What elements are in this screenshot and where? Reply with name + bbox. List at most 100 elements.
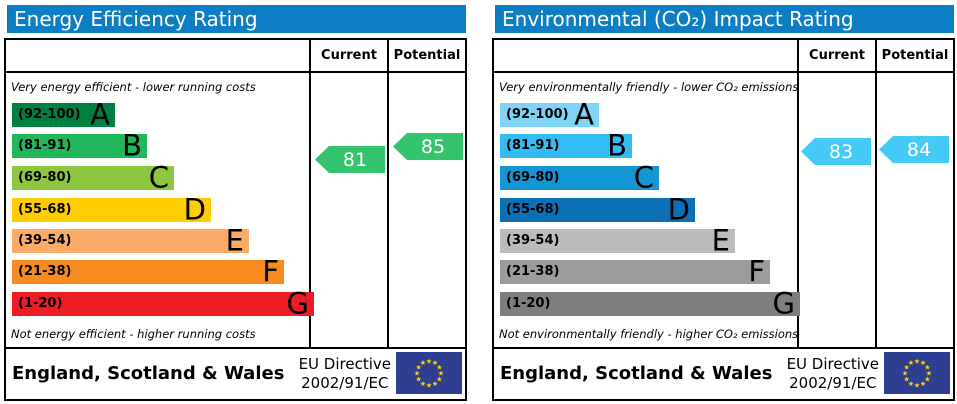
eu-directive-label: EU Directive 2002/91/EC — [787, 349, 879, 399]
svg-text:★: ★ — [903, 364, 909, 372]
svg-text:★: ★ — [902, 370, 908, 378]
band-range-label: (21-38) — [506, 264, 560, 279]
band-row-e: (39-54) E — [12, 223, 249, 257]
band-range-label: (21-38) — [18, 264, 72, 279]
band-letter: G — [286, 286, 309, 321]
epc-energy-panel: Energy Efficiency Rating Current Potenti… — [4, 0, 467, 404]
footer-separator — [6, 347, 465, 349]
svg-text:★: ★ — [436, 364, 442, 372]
svg-text:★: ★ — [438, 370, 444, 378]
eu-directive-label: EU Directive 2002/91/EC — [299, 349, 391, 399]
band-range-label: (69-80) — [506, 170, 560, 185]
band-range-label: (69-80) — [18, 170, 72, 185]
column-header-current: Current — [809, 48, 865, 63]
co2-panel-title: Environmental (CO₂) Impact Rating — [495, 5, 954, 33]
potential-rating-arrow: 85 — [393, 133, 463, 160]
band-letter: G — [772, 286, 795, 321]
svg-text:★: ★ — [415, 364, 421, 372]
band-letter: B — [122, 128, 142, 163]
band-letter: B — [607, 128, 627, 163]
svg-text:★: ★ — [903, 376, 909, 384]
column-header-potential: Potential — [393, 48, 461, 63]
band-row-a: (92-100) A — [500, 97, 599, 131]
band-row-f: (21-38) F — [500, 254, 770, 288]
svg-text:★: ★ — [914, 358, 920, 366]
svg-text:★: ★ — [908, 380, 914, 388]
column-divider — [387, 40, 389, 347]
svg-text:★: ★ — [420, 380, 426, 388]
current-rating-value: 81 — [342, 148, 368, 171]
column-divider — [309, 40, 311, 347]
eu-flag-icon: ★ ★ ★★ ★★ ★★ ★★ ★★ — [396, 352, 462, 394]
bottom-note: Not energy efficient - higher running co… — [11, 327, 256, 341]
column-divider — [875, 40, 877, 347]
band-row-b: (81-91) B — [12, 128, 147, 162]
column-header-current: Current — [321, 48, 377, 63]
band-range-label: (39-54) — [18, 233, 72, 248]
potential-rating-arrow: 84 — [879, 136, 949, 163]
band-row-b: (81-91) B — [500, 128, 632, 162]
band-letter: A — [90, 97, 110, 132]
svg-text:★: ★ — [432, 380, 438, 388]
top-note: Very energy efficient - lower running co… — [11, 80, 256, 94]
energy-rating-table: Current Potential Very energy efficient … — [4, 38, 467, 401]
svg-text:★: ★ — [426, 358, 432, 366]
footer-separator — [494, 347, 953, 349]
band-row-e: (39-54) E — [500, 223, 735, 257]
band-letter: E — [711, 223, 730, 258]
co2-rating-table: Current Potential Very environmentally f… — [492, 38, 955, 401]
band-letter: F — [748, 254, 765, 289]
band-row-a: (92-100) A — [12, 97, 115, 131]
eu-directive-line1: EU Directive — [786, 355, 879, 373]
svg-text:★: ★ — [920, 359, 926, 367]
energy-panel-title: Energy Efficiency Rating — [7, 5, 466, 33]
band-letter: C — [148, 160, 169, 195]
band-letter: C — [633, 160, 654, 195]
band-letter: E — [225, 223, 244, 258]
region-label: England, Scotland & Wales — [500, 363, 773, 384]
band-range-label: (81-91) — [18, 138, 72, 153]
svg-text:★: ★ — [432, 359, 438, 367]
eu-directive-line1: EU Directive — [298, 355, 391, 373]
svg-text:★: ★ — [920, 380, 926, 388]
band-letter: D — [183, 192, 206, 227]
svg-text:★: ★ — [426, 382, 432, 390]
epc-co2-panel: Environmental (CO₂) Impact Rating Curren… — [492, 0, 955, 404]
header-separator — [494, 71, 953, 73]
band-range-label: (55-68) — [18, 202, 72, 217]
region-label: England, Scotland & Wales — [12, 363, 285, 384]
potential-rating-value: 85 — [420, 135, 446, 158]
svg-text:★: ★ — [924, 376, 930, 384]
band-range-label: (81-91) — [506, 138, 560, 153]
svg-text:★: ★ — [414, 370, 420, 378]
band-row-c: (69-80) C — [12, 160, 174, 194]
band-row-g: (1-20) G — [500, 286, 800, 320]
band-letter: D — [667, 192, 690, 227]
band-letter: F — [262, 254, 279, 289]
svg-text:★: ★ — [420, 359, 426, 367]
column-header-potential: Potential — [881, 48, 949, 63]
band-letter: A — [574, 97, 594, 132]
band-row-d: (55-68) D — [500, 192, 695, 226]
top-note: Very environmentally friendly - lower CO… — [499, 80, 799, 94]
band-range-label: (55-68) — [506, 202, 560, 217]
header-separator — [6, 71, 465, 73]
current-rating-arrow: 83 — [801, 138, 871, 165]
eu-directive-line2: 2002/91/EC — [789, 374, 877, 392]
band-row-d: (55-68) D — [12, 192, 211, 226]
band-range-label: (1-20) — [18, 296, 63, 311]
svg-text:★: ★ — [908, 359, 914, 367]
svg-text:★: ★ — [436, 376, 442, 384]
current-rating-arrow: 81 — [315, 146, 385, 173]
bottom-note: Not environmentally friendly - higher CO… — [499, 327, 799, 341]
svg-text:★: ★ — [926, 370, 932, 378]
band-range-label: (92-100) — [18, 107, 81, 122]
band-range-label: (1-20) — [506, 296, 551, 311]
band-range-label: (92-100) — [506, 107, 569, 122]
potential-rating-value: 84 — [906, 138, 932, 161]
eu-directive-line2: 2002/91/EC — [301, 374, 389, 392]
svg-text:★: ★ — [415, 376, 421, 384]
column-divider — [797, 40, 799, 347]
band-row-c: (69-80) C — [500, 160, 659, 194]
band-row-f: (21-38) F — [12, 254, 284, 288]
